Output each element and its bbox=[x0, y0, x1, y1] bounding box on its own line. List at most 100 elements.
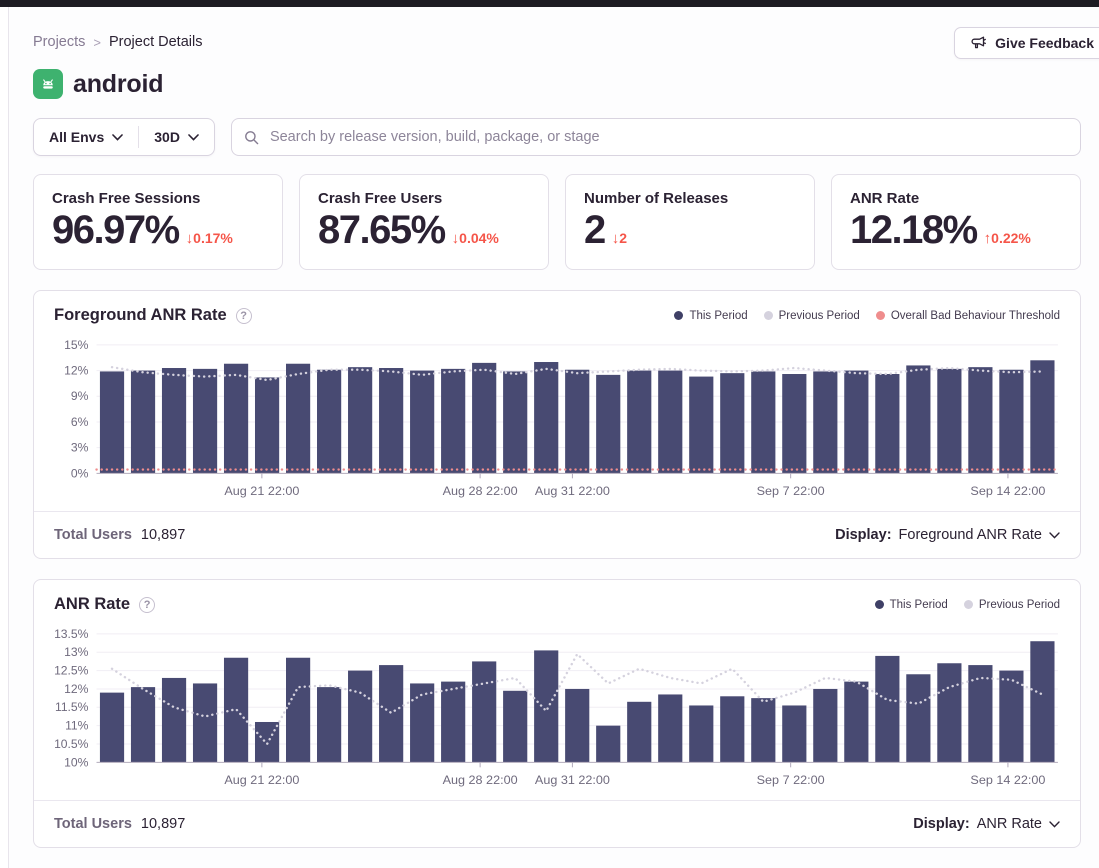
stat-card-crash-free-sessions: Crash Free Sessions 96.97% ↓0.17% bbox=[33, 174, 283, 270]
anr-rate-panel: ANR Rate ? This Period Previous Period 13… bbox=[33, 579, 1081, 848]
breadcrumb-current: Project Details bbox=[108, 34, 203, 50]
svg-text:12%: 12% bbox=[64, 364, 89, 378]
legend-label: This Period bbox=[889, 598, 948, 611]
svg-text:15%: 15% bbox=[64, 338, 89, 352]
arrow-down-icon: ↓ bbox=[611, 230, 620, 247]
legend-label: Overall Bad Behaviour Threshold bbox=[890, 309, 1060, 322]
chevron-down-icon bbox=[1049, 531, 1060, 539]
stat-card-delta: ↓2 bbox=[611, 230, 628, 247]
svg-text:Aug 28 22:00: Aug 28 22:00 bbox=[443, 484, 518, 498]
anr-rate-chart[interactable]: 13.5% 13% 12.5% 12% 11.5% 11% 10.5% 10% Aug 21 2… bbox=[34, 618, 1080, 794]
total-users-label: Total Users bbox=[54, 527, 132, 543]
stat-card-label: Crash Free Sessions bbox=[52, 190, 201, 207]
svg-text:Sep 7 22:00: Sep 7 22:00 bbox=[757, 484, 825, 498]
environment-dropdown-label: All Envs bbox=[49, 129, 105, 145]
svg-text:Aug 31 22:00: Aug 31 22:00 bbox=[535, 484, 610, 498]
search-icon bbox=[245, 130, 259, 144]
date-range-dropdown[interactable]: 30D bbox=[139, 119, 214, 155]
stat-card-delta: ↓0.04% bbox=[451, 230, 499, 247]
panel-footer: Total Users 10,897 Display: Foreground A… bbox=[34, 511, 1080, 558]
svg-text:Sep 14 22:00: Sep 14 22:00 bbox=[970, 773, 1045, 787]
legend-dot-icon bbox=[963, 600, 973, 609]
svg-text:Sep 14 22:00: Sep 14 22:00 bbox=[970, 484, 1045, 498]
environment-dropdown[interactable]: All Envs bbox=[34, 119, 138, 155]
legend-dot-icon bbox=[763, 311, 773, 320]
display-value: Foreground ANR Rate bbox=[898, 527, 1042, 543]
stat-card-delta: ↓0.17% bbox=[185, 230, 233, 247]
chevron-down-icon bbox=[1049, 820, 1060, 828]
project-title-row: android bbox=[33, 69, 1081, 99]
stat-card-delta: ↑0.22% bbox=[983, 230, 1031, 247]
total-users-value: 10,897 bbox=[140, 527, 186, 543]
svg-text:12%: 12% bbox=[64, 682, 89, 696]
svg-text:Aug 21 22:00: Aug 21 22:00 bbox=[224, 484, 299, 498]
display-label: Display: bbox=[835, 527, 892, 543]
stat-card-label: ANR Rate bbox=[850, 190, 920, 207]
megaphone-icon bbox=[971, 35, 987, 51]
display-value: ANR Rate bbox=[976, 816, 1042, 832]
breadcrumb-projects-link[interactable]: Projects bbox=[33, 34, 86, 50]
arrow-up-icon: ↑ bbox=[983, 230, 992, 247]
chart-title: ANR Rate ? bbox=[54, 595, 156, 614]
svg-text:0%: 0% bbox=[71, 466, 89, 480]
svg-text:11.5%: 11.5% bbox=[55, 700, 89, 714]
display-dropdown[interactable]: Display: ANR Rate bbox=[913, 816, 1060, 832]
give-feedback-label: Give Feedback bbox=[995, 35, 1094, 51]
chart-title: Foreground ANR Rate ? bbox=[54, 306, 252, 325]
arrow-down-icon: ↓ bbox=[185, 230, 194, 247]
svg-text:Aug 31 22:00: Aug 31 22:00 bbox=[535, 773, 610, 787]
svg-text:3%: 3% bbox=[71, 441, 89, 455]
breadcrumb-chevron-icon: > bbox=[93, 34, 101, 50]
page-title: android bbox=[73, 69, 164, 98]
help-icon[interactable]: ? bbox=[139, 596, 156, 613]
stat-card-value: 2 bbox=[584, 208, 606, 252]
stat-card-label: Number of Releases bbox=[584, 190, 729, 207]
filter-divider bbox=[138, 126, 140, 148]
svg-text:Aug 28 22:00: Aug 28 22:00 bbox=[443, 773, 518, 787]
legend-label: Previous Period bbox=[978, 598, 1060, 611]
svg-text:10.5%: 10.5% bbox=[54, 737, 89, 751]
stat-card-value: 87.65% bbox=[318, 208, 446, 252]
foreground-anr-rate-chart[interactable]: 15% 12% 9% 6% 3% 0% Aug 21 22:00 Aug 28 22:00 Au… bbox=[34, 329, 1080, 505]
svg-text:11%: 11% bbox=[65, 719, 89, 733]
panel-header: ANR Rate ? This Period Previous Period bbox=[34, 580, 1080, 618]
arrow-down-icon: ↓ bbox=[451, 230, 460, 247]
display-label: Display: bbox=[913, 816, 970, 832]
filter-row: All Envs 30D bbox=[33, 118, 1081, 156]
svg-text:10%: 10% bbox=[64, 755, 89, 769]
svg-text:13.5%: 13.5% bbox=[54, 627, 89, 641]
breadcrumb: Projects > Project Details bbox=[33, 34, 202, 50]
date-range-dropdown-label: 30D bbox=[154, 129, 180, 145]
help-icon[interactable]: ? bbox=[235, 307, 252, 324]
legend-dot-icon bbox=[875, 311, 885, 320]
total-users-value: 10,897 bbox=[140, 816, 186, 832]
svg-text:6%: 6% bbox=[71, 415, 89, 429]
legend-item[interactable]: Previous Period bbox=[763, 309, 860, 322]
foreground-anr-rate-panel: Foreground ANR Rate ? This Period Previou… bbox=[33, 290, 1081, 559]
project-details-page: Projects > Project Details Give Feedback bbox=[8, 7, 1099, 868]
legend-item[interactable]: Previous Period bbox=[963, 598, 1060, 611]
stat-card-crash-free-users: Crash Free Users 87.65% ↓0.04% bbox=[299, 174, 549, 270]
total-users-label: Total Users bbox=[54, 816, 132, 832]
panel-footer: Total Users 10,897 Display: ANR Rate bbox=[34, 800, 1080, 847]
release-search-box bbox=[230, 118, 1081, 156]
stat-card-anr-rate: ANR Rate 12.18% ↑0.22% bbox=[831, 174, 1081, 270]
stat-card-value: 96.97% bbox=[52, 208, 180, 252]
legend-item[interactable]: Overall Bad Behaviour Threshold bbox=[875, 309, 1060, 322]
android-platform-icon bbox=[33, 69, 63, 99]
legend-dot-icon bbox=[674, 311, 684, 320]
legend-item[interactable]: This Period bbox=[674, 310, 748, 322]
legend-label: Previous Period bbox=[778, 309, 860, 322]
svg-text:13%: 13% bbox=[64, 645, 89, 659]
chart-legend: This Period Previous Period Overall Bad Be… bbox=[674, 310, 1060, 322]
chart-legend: This Period Previous Period bbox=[874, 598, 1060, 611]
search-input[interactable] bbox=[267, 128, 1068, 146]
legend-item[interactable]: This Period bbox=[874, 598, 948, 611]
display-dropdown[interactable]: Display: Foreground ANR Rate bbox=[835, 527, 1060, 543]
svg-text:Sep 7 22:00: Sep 7 22:00 bbox=[757, 773, 825, 787]
top-chrome-bar bbox=[0, 0, 1099, 7]
panel-header: Foreground ANR Rate ? This Period Previou… bbox=[34, 291, 1080, 329]
give-feedback-button[interactable]: Give Feedback bbox=[954, 27, 1099, 59]
header-row: Projects > Project Details Give Feedback bbox=[33, 27, 1099, 59]
chevron-down-icon bbox=[112, 133, 124, 141]
